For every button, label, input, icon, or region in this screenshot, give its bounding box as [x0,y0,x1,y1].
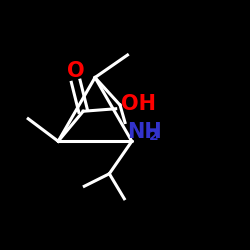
Text: OH: OH [121,94,156,114]
Text: 2: 2 [149,129,158,143]
Text: O: O [67,61,84,81]
Text: NH: NH [128,122,162,142]
